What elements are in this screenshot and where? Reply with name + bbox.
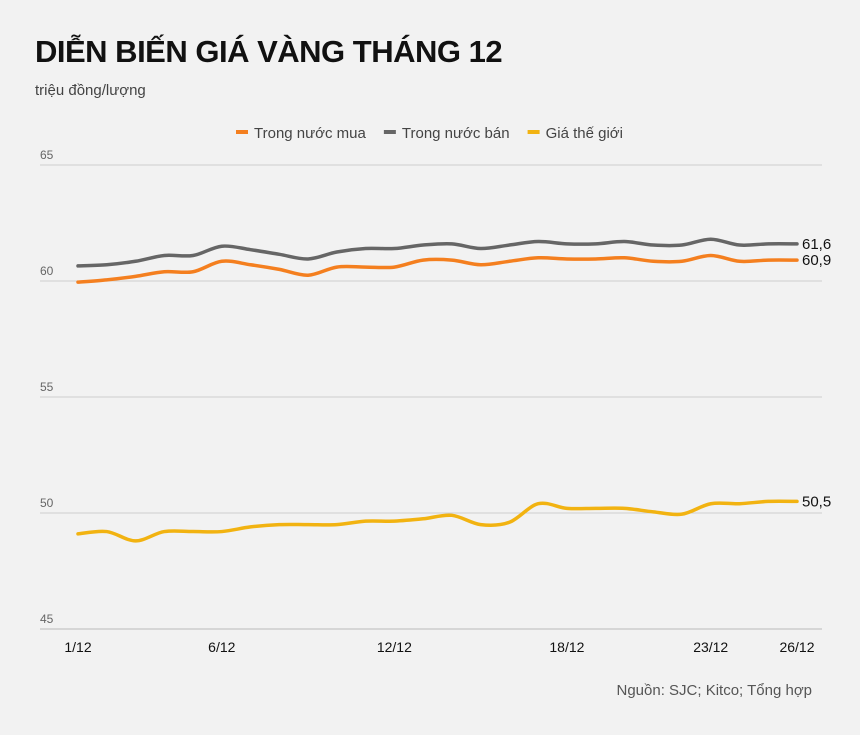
y-tick-label: 45 [40,612,54,626]
chart-title: DIỄN BIẾN GIÁ VÀNG THÁNG 12 [35,34,503,69]
y-tick-label: 50 [40,496,54,510]
unit-label: triệu đồng/lượng [35,82,146,99]
legend-label: Trong nước mua [254,125,367,142]
x-tick-label: 18/12 [549,639,584,655]
series-line [76,499,799,543]
y-tick-label: 55 [40,380,54,394]
source-note: Nguồn: SJC; Kitco; Tổng hợp [616,682,813,699]
x-tick-label: 6/12 [208,639,235,655]
x-tick-label: 1/12 [64,639,91,655]
series-line [76,253,799,284]
end-value-label: 61,6 [802,236,831,253]
end-value-label: 50,5 [802,493,831,510]
end-value-label: 60,9 [802,252,831,269]
y-tick-label: 65 [40,148,54,162]
x-tick-label: 12/12 [377,639,412,655]
x-tick-label: 23/12 [693,639,728,655]
legend-label: Giá thế giới [546,125,623,142]
series-line [76,237,799,268]
legend-label: Trong nước bán [402,125,510,142]
y-tick-label: 60 [40,264,54,278]
x-tick-label: 26/12 [779,639,814,655]
